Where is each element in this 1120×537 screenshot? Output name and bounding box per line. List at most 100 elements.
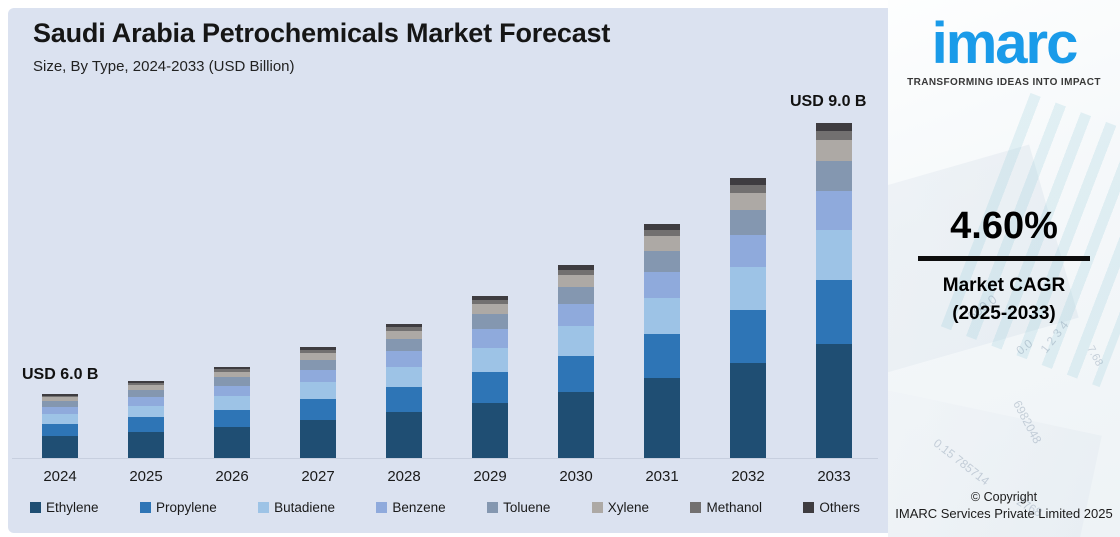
- bar-segment-others: [386, 324, 422, 328]
- bar-segment-benzene: [42, 407, 78, 415]
- x-axis-label-2024: 2024: [43, 468, 77, 485]
- bar-segment-xylene: [644, 236, 680, 251]
- bar-segment-methanol: [644, 229, 680, 237]
- bar-segment-methanol: [214, 369, 250, 372]
- legend-item-xylene: Xylene: [591, 500, 649, 515]
- imarc-logo: imarc TRANSFORMING IDEAS INTO IMPACT: [888, 11, 1120, 88]
- legend-label: Benzene: [392, 500, 446, 515]
- legend-label: Propylene: [155, 500, 217, 515]
- watermark-number: 7.68: [1084, 343, 1106, 369]
- legend-item-toluene: Toluene: [487, 500, 550, 515]
- bar-segment-butadiene: [128, 405, 164, 418]
- value-label: USD 6.0 B: [22, 366, 99, 383]
- legend: Ethylene Propylene Butadiene Benzene Toluene…: [30, 500, 860, 515]
- x-axis-label-2028: 2028: [387, 468, 421, 485]
- bar-segment-others: [128, 381, 164, 383]
- legend-label: Butadiene: [274, 500, 335, 515]
- bar-segment-others: [730, 178, 766, 185]
- x-axis-label-2029: 2029: [473, 468, 507, 485]
- bar-segment-propylene: [730, 309, 766, 363]
- bar-segment-propylene: [472, 372, 508, 403]
- bar-segment-benzene: [730, 235, 766, 268]
- chart-panel: Saudi Arabia Petrochemicals Market Forec…: [8, 8, 888, 533]
- bar-segment-benzene: [472, 329, 508, 348]
- bar-segment-benzene: [128, 396, 164, 406]
- bar-segment-ethylene: [300, 420, 336, 458]
- bar-2030: [558, 265, 594, 459]
- bar-segment-xylene: [558, 275, 594, 288]
- sidebar: 500.0 0.0 1 2 3 4 6982048 0.15 785714 2768 7.6…: [888, 0, 1120, 537]
- bar-segment-toluene: [128, 389, 164, 397]
- legend-label: Ethylene: [46, 500, 99, 515]
- bar-segment-propylene: [558, 355, 594, 393]
- legend-swatch: [30, 502, 41, 513]
- copyright-line2: IMARC Services Private Limited 2025: [895, 506, 1113, 521]
- bar-segment-toluene: [300, 359, 336, 370]
- bar-segment-ethylene: [386, 412, 422, 459]
- bar-segment-butadiene: [214, 395, 250, 410]
- bar-segment-toluene: [816, 161, 852, 192]
- copyright: © Copyright IMARC Services Private Limit…: [888, 490, 1120, 521]
- bar-segment-ethylene: [558, 392, 594, 459]
- bar-segment-others: [644, 224, 680, 230]
- bar-segment-benzene: [214, 385, 250, 396]
- bar-segment-ethylene: [816, 344, 852, 459]
- bar-segment-xylene: [472, 304, 508, 315]
- bar-segment-methanol: [300, 349, 336, 353]
- bar-segment-butadiene: [816, 229, 852, 281]
- bar-2029: [472, 296, 508, 458]
- bar-2027: [300, 347, 336, 458]
- bar-2031: [644, 224, 680, 458]
- cagr-period: (2025-2033): [952, 303, 1056, 324]
- bar-segment-butadiene: [644, 298, 680, 334]
- bar-segment-toluene: [558, 287, 594, 305]
- bar-segment-benzene: [816, 191, 852, 230]
- bar-segment-ethylene: [214, 427, 250, 458]
- bar-segment-butadiene: [300, 382, 336, 400]
- bar-segment-toluene: [644, 250, 680, 272]
- cagr-value: 4.60%: [950, 205, 1058, 247]
- cagr-label: Market CAGR: [942, 275, 1066, 296]
- legend-swatch: [258, 502, 270, 513]
- bar-segment-propylene: [816, 280, 852, 345]
- bar-segment-propylene: [214, 409, 250, 428]
- legend-label: Methanol: [706, 500, 763, 515]
- bar-segment-others: [558, 265, 594, 270]
- bar-segment-butadiene: [558, 326, 594, 356]
- bar-segment-toluene: [42, 401, 78, 408]
- x-axis-label-2030: 2030: [559, 468, 593, 485]
- legend-swatch: [376, 502, 388, 513]
- cagr-callout: 4.60% Market CAGR (2025-2033): [888, 205, 1120, 325]
- bar-segment-toluene: [214, 377, 250, 386]
- bar-segment-butadiene: [472, 347, 508, 373]
- page-subtitle: Size, By Type, 2024-2033 (USD Billion): [33, 58, 295, 75]
- bar-segment-ethylene: [42, 436, 78, 459]
- legend-item-ethylene: Ethylene: [30, 500, 99, 515]
- bar-segment-xylene: [42, 397, 78, 402]
- bar-segment-methanol: [386, 327, 422, 331]
- bar-segment-others: [300, 347, 336, 350]
- bar-segment-methanol: [472, 300, 508, 305]
- bar-segment-propylene: [644, 333, 680, 379]
- legend-swatch: [803, 502, 815, 513]
- bar-segment-benzene: [644, 271, 680, 299]
- bar-segment-ethylene: [644, 378, 680, 458]
- copyright-line1: © Copyright: [970, 490, 1038, 504]
- bar-segment-propylene: [42, 424, 78, 437]
- plot-area: 2024 2025 2026 2027 2028 2029 2030 2031 2032 2033…: [8, 8, 888, 533]
- watermark-number: 6982048: [1010, 398, 1045, 446]
- x-axis-label-2026: 2026: [215, 468, 249, 485]
- bar-segment-xylene: [386, 330, 422, 340]
- bar-segment-butadiene: [386, 366, 422, 387]
- cagr-divider: [918, 256, 1090, 261]
- legend-label: Toluene: [503, 500, 551, 515]
- bar-segment-others: [42, 394, 78, 396]
- bar-segment-methanol: [128, 382, 164, 385]
- bar-2032: [730, 178, 766, 459]
- bar-segment-others: [472, 296, 508, 301]
- bar-segment-others: [214, 367, 250, 370]
- legend-item-benzene: Benzene: [376, 500, 446, 515]
- imarc-logo-text: imarc: [931, 11, 1079, 76]
- bar-segment-xylene: [816, 140, 852, 162]
- bar-segment-propylene: [300, 399, 336, 421]
